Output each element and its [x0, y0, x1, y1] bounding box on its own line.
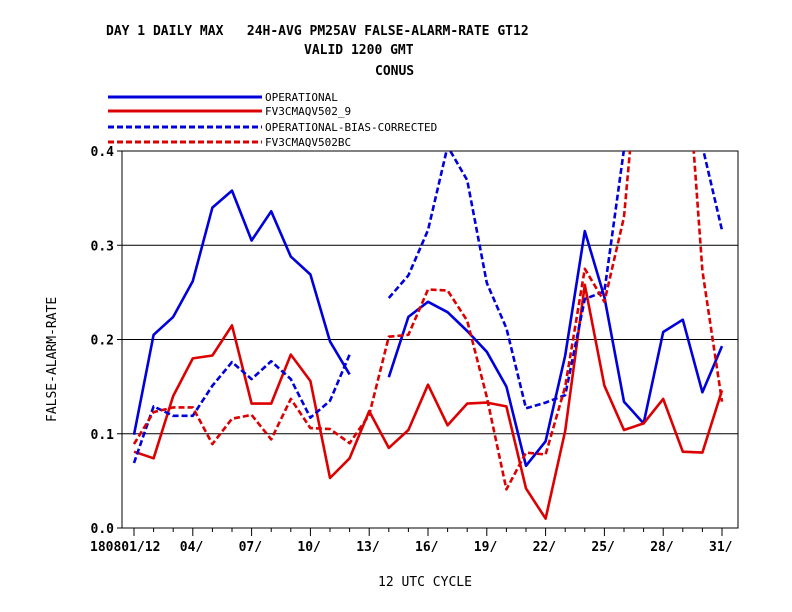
grid-lines — [122, 244, 738, 435]
legend-label-fv3cmaqv502bc: FV3CMAQV502BC — [265, 136, 351, 149]
y-axis-label: FALSE-ALARM-RATE — [45, 297, 60, 422]
chart-title-line-1: DAY 1 DAILY MAX 24H-AVG PM25AV FALSE-ALA… — [106, 24, 529, 39]
legend-label-operational: OPERATIONAL — [265, 91, 338, 104]
y-tick-label-2: 0.2 — [91, 334, 114, 349]
series-1-line-0 — [133, 283, 724, 520]
x-tick-label-9: 28/ — [650, 540, 674, 555]
x-tick-label-8: 25/ — [591, 540, 615, 555]
series-3-line-0 — [132, 151, 724, 491]
legend-label-operational-bias-corrected: OPERATIONAL-BIAS-CORRECTED — [265, 121, 437, 134]
x-tick-label-4: 13/ — [356, 540, 380, 555]
y-tick-label-0: 0.0 — [91, 522, 115, 537]
y-tick-label-3: 0.3 — [91, 239, 114, 254]
x-tick-label-7: 22/ — [533, 540, 557, 555]
x-tick-label-6: 19/ — [474, 540, 498, 555]
chart-title-line-3: CONUS — [375, 64, 414, 79]
legend: OPERATIONAL FV3CMAQV502_9 OPERATIONAL-BI… — [108, 91, 437, 149]
legend-label-fv3cmaqv502-9: FV3CMAQV502_9 — [265, 105, 351, 118]
x-tick-label-3: 10/ — [297, 540, 321, 555]
x-tick-label-5: 16/ — [415, 540, 439, 555]
chart-title-line-2: VALID 1200 GMT — [304, 43, 414, 58]
x-axis-label: 12 UTC CYCLE — [378, 575, 472, 590]
x-tick-label-0: 180801/12 — [90, 540, 160, 555]
x-axis-ticks: 180801/12 04/07/10/13/16/19/22/25/28/31/ — [90, 528, 733, 555]
series-0-line-0 — [132, 189, 351, 435]
series-lines — [132, 151, 724, 520]
y-tick-label-1: 0.1 — [91, 428, 115, 443]
x-tick-label-2: 07/ — [239, 540, 263, 555]
x-tick-label-1: 04/ — [180, 540, 204, 555]
series-2-line-0 — [132, 354, 351, 464]
x-tick-label-10: 31/ — [709, 540, 733, 555]
series-2-line-1 — [387, 151, 724, 410]
series-0-line-1 — [387, 229, 724, 468]
y-axis-ticks: 0.0 0.1 0.2 0.3 0.4 — [91, 145, 122, 537]
y-tick-label-4: 0.4 — [91, 145, 115, 160]
